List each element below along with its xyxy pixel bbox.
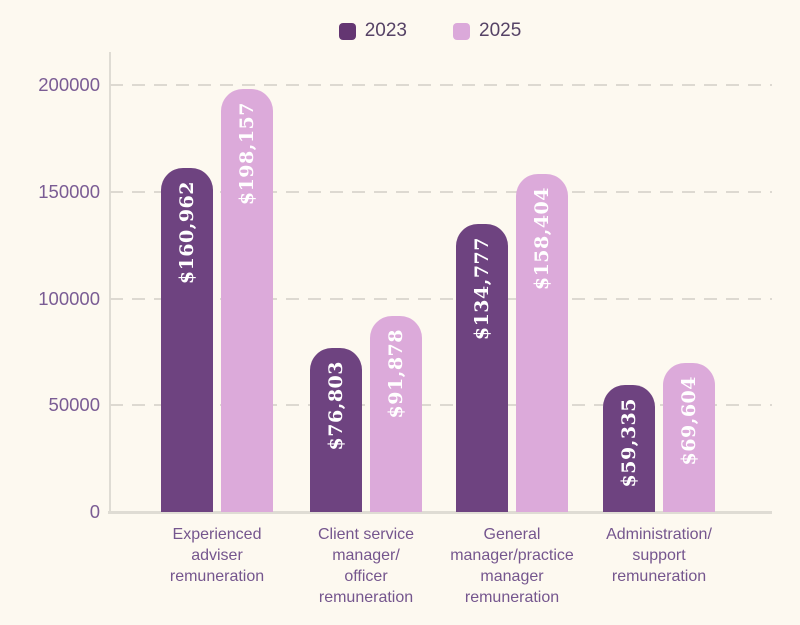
bar-2023-1: $160,962 [161, 168, 213, 512]
bar-value-label: $59,335 [618, 398, 640, 488]
y-tick-label-200000: 200000 [38, 74, 100, 95]
x-axis-line [108, 511, 772, 514]
bar-group-1: $160,962 $198,157 [161, 85, 273, 512]
bar-value-label: $69,604 [678, 376, 700, 466]
bar-value-label: $198,157 [236, 102, 258, 206]
chart-legend: 2023 2025 [30, 20, 800, 42]
bar-value-label: $91,878 [385, 329, 407, 419]
bar-2023-4: $59,335 [603, 385, 655, 512]
x-category-label-4: Administration/ support remuneration [606, 526, 712, 585]
x-category-label-1: Experienced adviser remuneration [169, 526, 265, 585]
x-category-label-3: General manager/practice manager remuner… [450, 526, 574, 606]
bar-group-4: $59,335 $69,604 [603, 85, 715, 512]
bar-group-2: $76,803 $91,878 [310, 85, 422, 512]
y-axis-line [109, 52, 111, 512]
bar-value-label: $158,404 [531, 187, 553, 291]
legend-label-2023: 2023 [364, 20, 407, 41]
legend-item-2025: 2025 [453, 20, 521, 42]
bar-2025-2: $91,878 [370, 316, 422, 512]
gridline-100000 [110, 297, 772, 300]
y-tick-label-150000: 150000 [38, 180, 100, 202]
gridline-200000 [110, 84, 772, 86]
gridline-50000 [110, 404, 772, 407]
plot-area: $160,962 $198,157 $76,803 $91,878 $134,777 $1… [110, 84, 772, 512]
legend-item-2023: 2023 [338, 20, 407, 42]
bar-value-label: $76,803 [325, 361, 347, 451]
legend-label-2025: 2025 [479, 20, 522, 41]
legend-swatch-2023 [338, 22, 356, 40]
y-tick-label-100000: 100000 [38, 287, 100, 309]
bar-group-3: $134,777 $158,404 [456, 85, 568, 512]
bar-2025-3: $158,404 [516, 174, 568, 512]
bar-value-label: $160,962 [176, 181, 198, 285]
bar-2025-1: $198,157 [221, 89, 273, 512]
y-tick-label-50000: 50000 [48, 394, 100, 416]
bar-value-label: $134,777 [471, 237, 493, 341]
bar-2023-3: $134,777 [456, 224, 508, 512]
x-category-label-2: Client service manager/ officer remunera… [317, 526, 415, 606]
gridline-150000 [110, 190, 772, 193]
bar-2023-2: $76,803 [310, 348, 362, 512]
legend-swatch-2025 [453, 22, 470, 40]
bar-2025-4: $69,604 [663, 363, 715, 512]
y-tick-label-0: 0 [89, 501, 100, 522]
